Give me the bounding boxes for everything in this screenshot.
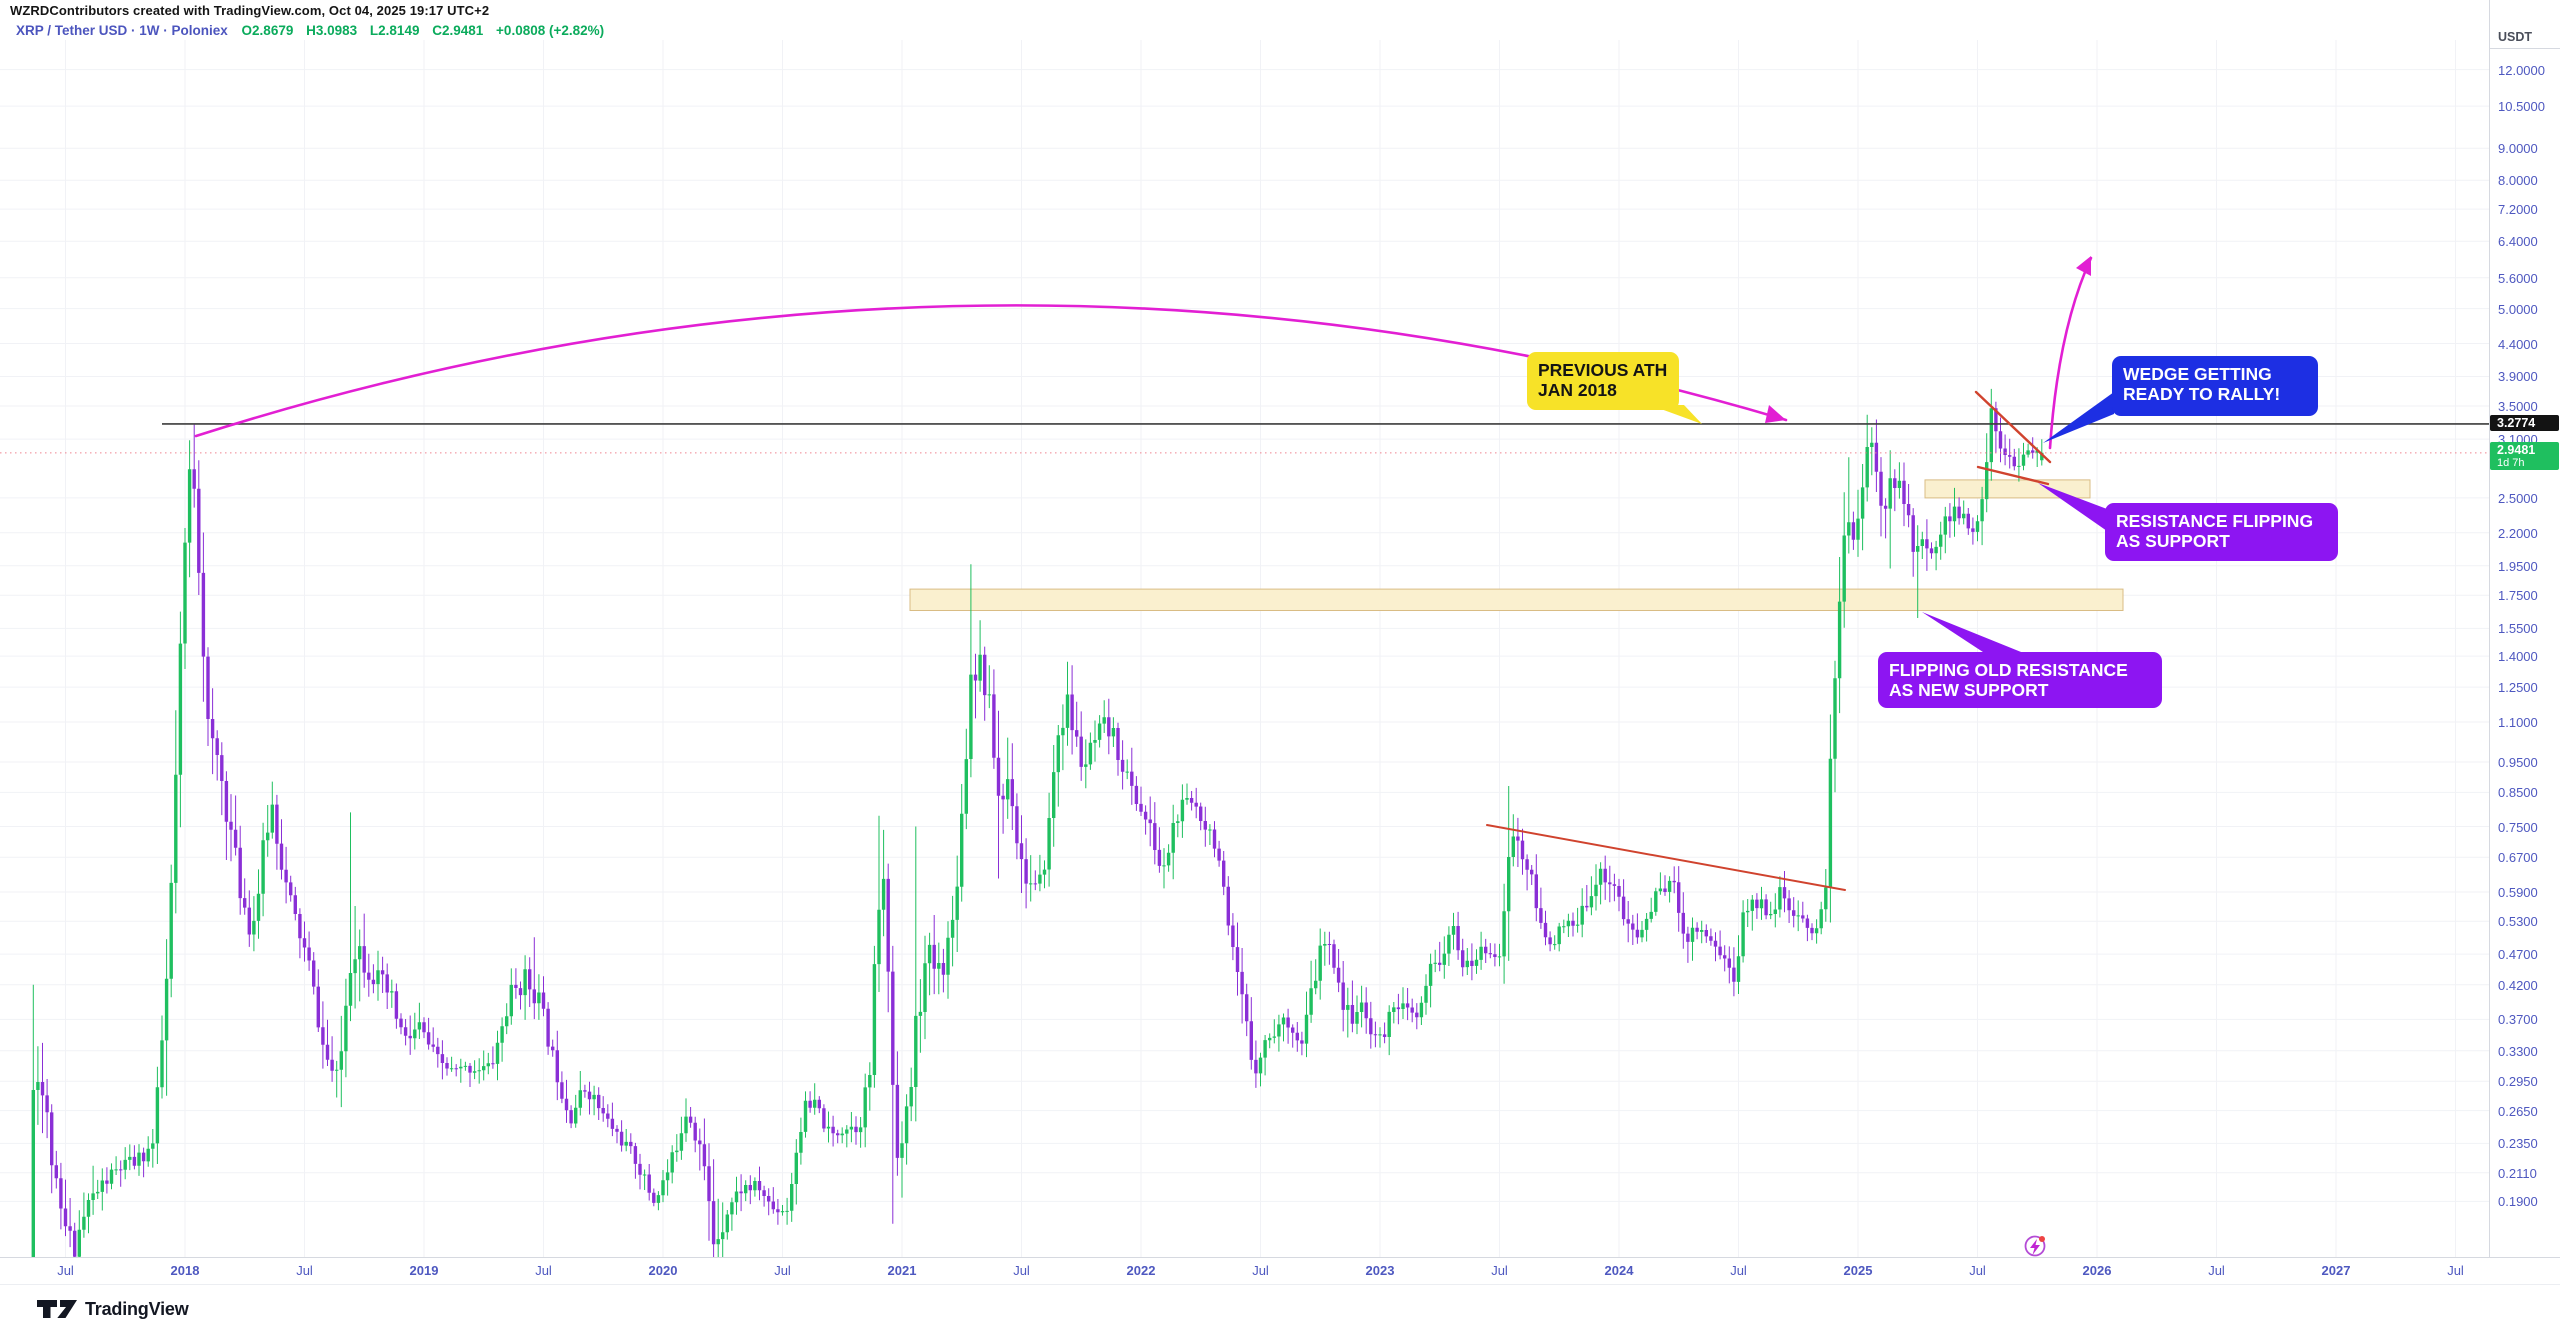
rally-arrow[interactable] [2048, 256, 2093, 450]
time-label-2025: 2025 [1843, 1263, 1873, 1278]
countdown-label: 1d 7h [2497, 456, 2525, 469]
price-label: 1.2500 [2498, 680, 2538, 696]
support-zone-long[interactable] [909, 588, 2124, 611]
time-label-2020: 2020 [648, 1263, 678, 1278]
down-candle-bodies [40, 408, 2035, 1257]
price-label: 0.4200 [2498, 977, 2538, 993]
price-label: 0.2650 [2498, 1103, 2538, 1119]
time-label-2021: 2021 [887, 1263, 917, 1278]
chart-bottom-border [0, 1284, 2560, 1285]
price-label: 4.4000 [2498, 336, 2538, 352]
price-label: 0.5300 [2498, 914, 2538, 930]
price-label: 7.2000 [2498, 202, 2538, 218]
price-label: 5.6000 [2498, 270, 2538, 286]
price-label: 1.7500 [2498, 588, 2538, 604]
callout-wedge-rally[interactable]: WEDGE GETTING READY TO RALLY! [2112, 356, 2318, 416]
callout-previous-ath[interactable]: PREVIOUS ATH JAN 2018 [1527, 352, 1679, 410]
tradingview-logo-icon [37, 1300, 77, 1318]
tradingview-logo[interactable]: TradingView [36, 1297, 189, 1321]
price-label: 0.6700 [2498, 850, 2538, 866]
rally-arrow-head [2076, 256, 2091, 276]
time-label-jul: Jul [2208, 1263, 2225, 1278]
time-label-2024: 2024 [1604, 1263, 1634, 1278]
price-label: 0.1900 [2498, 1194, 2538, 1210]
time-label-2022: 2022 [1126, 1263, 1156, 1278]
time-label-2026: 2026 [2082, 1263, 2112, 1278]
price-label: 0.8500 [2498, 785, 2538, 801]
price-label: 1.4000 [2498, 649, 2538, 665]
price-label: 2.2000 [2498, 525, 2538, 541]
axis-currency-label: USDT [2498, 30, 2533, 44]
price-label: 5.0000 [2498, 301, 2538, 317]
price-label: 1.9500 [2498, 558, 2538, 574]
price-label: 0.7500 [2498, 819, 2538, 835]
time-label-2018: 2018 [170, 1263, 200, 1278]
time-label-jul: Jul [296, 1263, 313, 1278]
time-label-jul: Jul [774, 1263, 791, 1278]
lightning-bolt-glyph [2030, 1239, 2040, 1255]
watermark-text: WZRDContributors created with TradingVie… [10, 3, 490, 18]
ath-price-badge: 3.2774 [2490, 415, 2559, 432]
price-label: 9.0000 [2498, 141, 2538, 157]
grid-lines [0, 40, 2489, 1257]
price-label: 3.9000 [2498, 369, 2538, 385]
price-label: 0.9500 [2498, 755, 2538, 770]
price-label: 6.4000 [2498, 234, 2538, 250]
descending-resistance-2023[interactable] [1486, 824, 1846, 891]
ohlc-low: L2.8149 [369, 23, 420, 38]
axis-currency-separator [2490, 48, 2560, 49]
time-label-jul: Jul [1969, 1263, 1986, 1278]
time-label-jul: Jul [2447, 1263, 2464, 1278]
wedge-lower[interactable] [1976, 465, 2050, 486]
wedge-upper[interactable] [1974, 390, 2052, 464]
price-label: 0.3700 [2498, 1012, 2538, 1028]
price-label: 8.0000 [2498, 173, 2538, 189]
ohlc-open: O2.8679 [241, 23, 294, 38]
ohlc-values: O2.8679 H3.0983 L2.8149 C2.9481 +0.0808 … [242, 23, 614, 38]
price-label: 12.0000 [2498, 62, 2545, 78]
time-label-2027: 2027 [2321, 1263, 2351, 1278]
last-price-badge: 2.9481 1d 7h [2490, 441, 2559, 470]
callout-flipping-old-resistance[interactable]: FLIPPING OLD RESISTANCE AS NEW SUPPORT [1878, 652, 2162, 708]
callout-tail-flip-old-resistance [1922, 612, 2026, 654]
price-label: 0.5900 [2498, 885, 2538, 901]
time-label-jul: Jul [1252, 1263, 1269, 1278]
price-label: 0.2350 [2498, 1136, 2538, 1152]
price-label: 3.5000 [2498, 398, 2538, 414]
time-label-jul: Jul [1013, 1263, 1030, 1278]
symbol-title[interactable]: XRP / Tether USD · 1W · Poloniex [16, 23, 228, 38]
price-label: 0.2950 [2498, 1074, 2538, 1090]
price-label: 10.5000 [2498, 99, 2545, 115]
symbol-row: XRP / Tether USD · 1W · Poloniex O2.8679… [16, 23, 613, 38]
ohlc-high: H3.0983 [306, 23, 358, 38]
time-label-2023: 2023 [1365, 1263, 1395, 1278]
price-label: 2.5000 [2498, 490, 2538, 506]
ohlc-change: +0.0808 (+2.82%) [496, 23, 605, 38]
price-label: 1.1000 [2498, 714, 2538, 730]
callout-tail-wedge-rally [2043, 392, 2114, 443]
time-label-jul: Jul [1491, 1263, 1508, 1278]
callout-tail-resistance-flip [2038, 483, 2107, 531]
time-label-jul: Jul [1730, 1263, 1747, 1278]
notification-dot [2039, 1236, 2045, 1242]
time-label-2019: 2019 [409, 1263, 439, 1278]
callout-resistance-flipping[interactable]: RESISTANCE FLIPPING AS SUPPORT [2105, 503, 2338, 561]
price-label: 0.3300 [2498, 1043, 2538, 1059]
price-label: 1.5500 [2498, 621, 2538, 637]
price-label: 0.2110 [2498, 1165, 2537, 1181]
ath-arc-head [1765, 405, 1786, 423]
time-axis-separator [0, 1257, 2560, 1258]
tradingview-logo-text: TradingView [85, 1298, 189, 1319]
ohlc-close: C2.9481 [432, 23, 484, 38]
up-candle-wicks [32, 388, 2043, 1257]
time-label-jul: Jul [57, 1263, 74, 1278]
price-label: 0.4700 [2498, 947, 2538, 963]
up-candle-bodies [31, 408, 2044, 1257]
price-axis[interactable]: USDT 12.0000 10.5000 9.0000 8.0000 7.2000 6.4… [2489, 0, 2560, 1257]
time-label-jul: Jul [535, 1263, 552, 1278]
